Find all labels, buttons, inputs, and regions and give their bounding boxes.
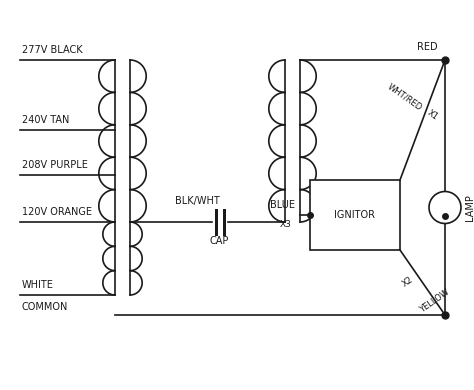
Text: BLK/WHT: BLK/WHT (175, 196, 220, 206)
Text: X3: X3 (280, 220, 292, 229)
Text: 120V ORANGE: 120V ORANGE (22, 207, 92, 217)
Text: RED: RED (417, 42, 438, 52)
Text: WHITE: WHITE (22, 280, 54, 290)
Text: X1: X1 (425, 108, 439, 122)
Circle shape (429, 191, 461, 223)
Text: BLUE: BLUE (270, 200, 295, 210)
Text: 240V TAN: 240V TAN (22, 115, 69, 125)
Text: LAMP: LAMP (465, 194, 474, 221)
Text: 277V BLACK: 277V BLACK (22, 45, 82, 55)
FancyBboxPatch shape (310, 180, 400, 250)
Text: IGNITOR: IGNITOR (335, 210, 375, 220)
Text: 208V PURPLE: 208V PURPLE (22, 160, 88, 170)
Text: COMMON: COMMON (22, 302, 68, 312)
Text: YELLOW: YELLOW (418, 287, 451, 314)
Text: WHT/RED: WHT/RED (385, 82, 423, 112)
Text: CAP: CAP (210, 236, 229, 246)
Text: X2: X2 (401, 275, 415, 288)
